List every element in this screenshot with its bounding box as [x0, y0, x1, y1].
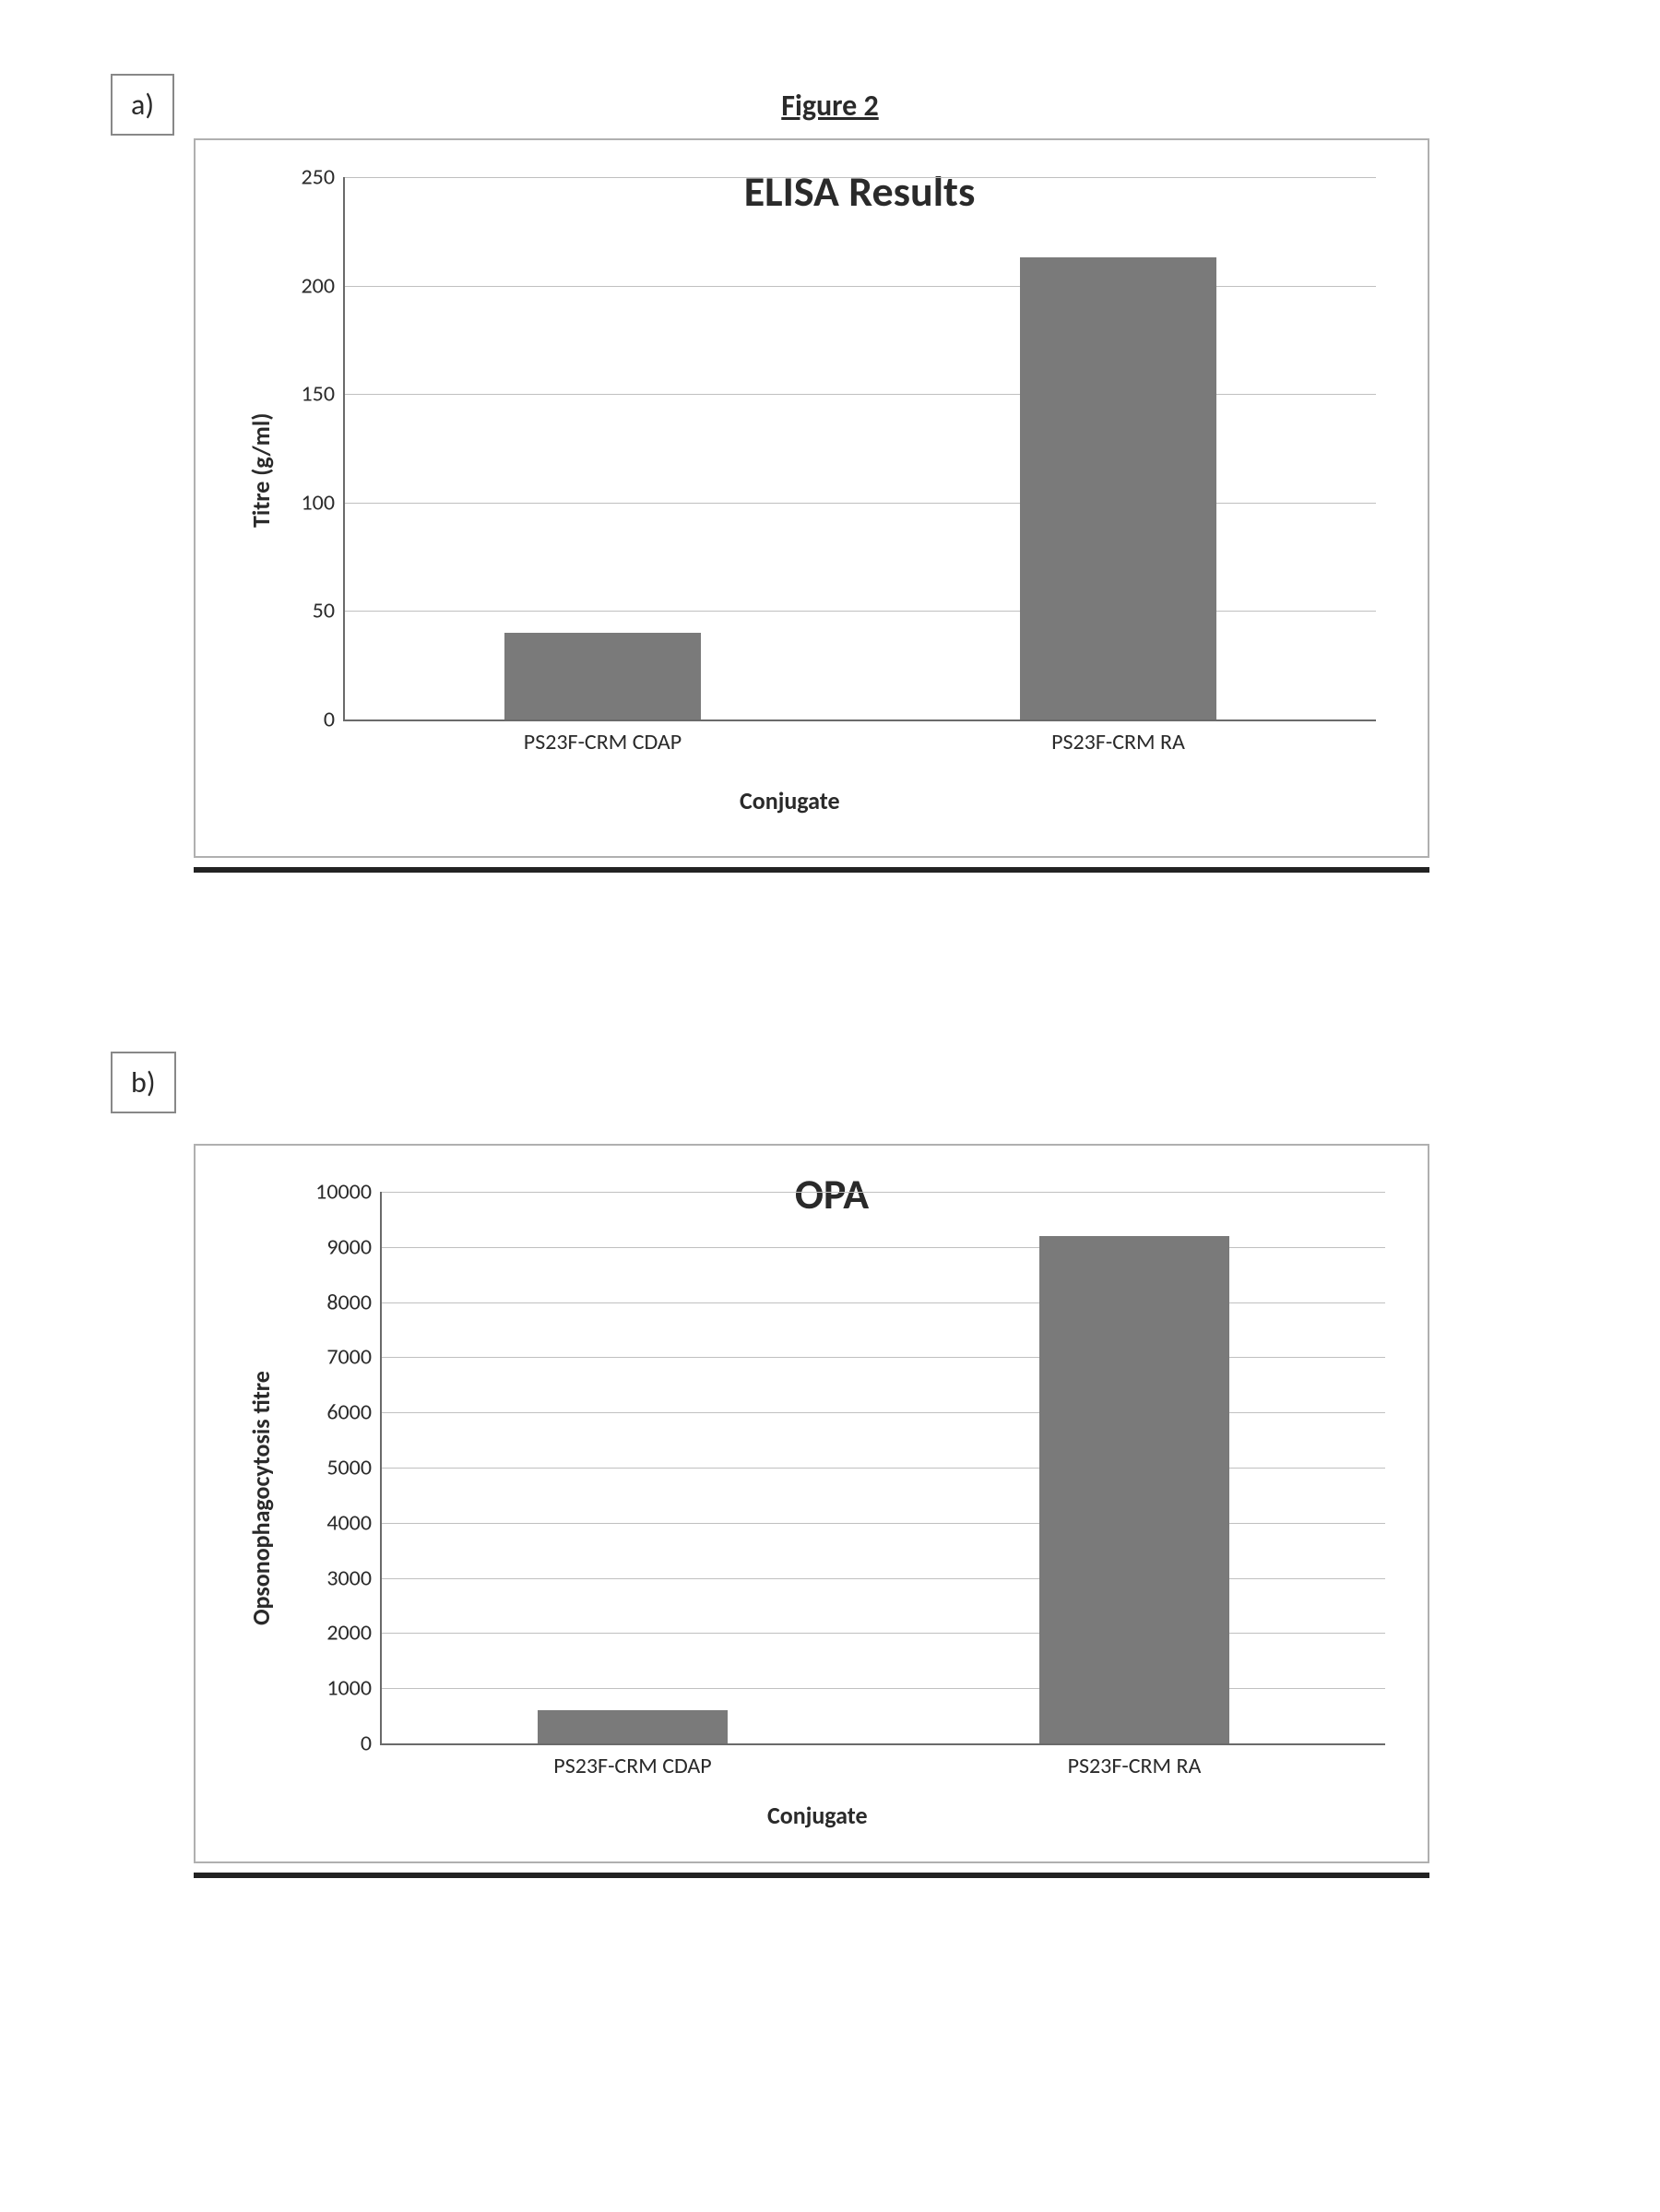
- chart-b-plot: PS23F-CRM CDAPPS23F-CRM RA: [380, 1192, 1385, 1745]
- gridline: [382, 1578, 1385, 1579]
- chart-b-container: OPA Opsonophagocytosis titre PS23F-CRM C…: [194, 1144, 1429, 1863]
- gridline: [382, 1302, 1385, 1303]
- ytick-label: 2000: [192, 1620, 372, 1647]
- category-label: PS23F-CRM CDAP: [407, 1753, 859, 1779]
- ytick-label: 8000: [192, 1289, 372, 1315]
- ytick-label: 50: [192, 598, 335, 624]
- ytick-label: 6000: [192, 1399, 372, 1426]
- ytick-label: 7000: [192, 1344, 372, 1371]
- gridline: [345, 177, 1376, 178]
- category-label: PS23F-CRM RA: [908, 1753, 1360, 1779]
- figure-title: Figure 2: [0, 88, 1660, 124]
- bar: [1039, 1236, 1230, 1743]
- gridline: [382, 1688, 1385, 1689]
- chart-a-yticks: 050100150200250: [196, 177, 338, 721]
- gridline: [345, 286, 1376, 287]
- ytick-label: 150: [192, 381, 335, 408]
- chart-a-container: ELISA Results Titre (g/ml) PS23F-CRM CDA…: [194, 138, 1429, 858]
- gridline: [345, 611, 1376, 612]
- chart-b-xlabel: Conjugate: [767, 1801, 868, 1830]
- gridline: [345, 394, 1376, 395]
- ytick-label: 200: [192, 272, 335, 299]
- gridline: [382, 1192, 1385, 1193]
- ytick-label: 0: [192, 1730, 372, 1757]
- chart-a-plot: PS23F-CRM CDAPPS23F-CRM RA: [343, 177, 1376, 721]
- panel-a-label: a): [111, 74, 174, 136]
- ytick-label: 9000: [192, 1233, 372, 1260]
- category-label: PS23F-CRM CDAP: [371, 729, 835, 755]
- ytick-label: 5000: [192, 1455, 372, 1481]
- bar: [538, 1710, 729, 1743]
- category-label: PS23F-CRM RA: [886, 729, 1350, 755]
- chart-b-underline: [194, 1873, 1429, 1878]
- ytick-label: 100: [192, 489, 335, 516]
- gridline: [382, 1412, 1385, 1413]
- gridline: [382, 1523, 1385, 1524]
- ytick-label: 0: [192, 707, 335, 733]
- ytick-label: 10000: [192, 1179, 372, 1206]
- ytick-label: 3000: [192, 1564, 372, 1591]
- gridline: [345, 503, 1376, 504]
- chart-a-xlabel: Conjugate: [740, 786, 840, 815]
- panel-b-label: b): [111, 1052, 176, 1113]
- ytick-label: 4000: [192, 1509, 372, 1536]
- ytick-label: 250: [192, 164, 335, 191]
- page: Figure 2 a) b) ELISA Results Titre (g/ml…: [0, 0, 1660, 2212]
- chart-a-underline: [194, 867, 1429, 873]
- bar: [1020, 257, 1215, 719]
- gridline: [382, 1468, 1385, 1469]
- bar: [504, 633, 700, 719]
- gridline: [382, 1357, 1385, 1358]
- chart-b-yticks: 0100020003000400050006000700080009000100…: [196, 1192, 375, 1745]
- ytick-label: 1000: [192, 1675, 372, 1702]
- gridline: [382, 1633, 1385, 1634]
- gridline: [382, 1247, 1385, 1248]
